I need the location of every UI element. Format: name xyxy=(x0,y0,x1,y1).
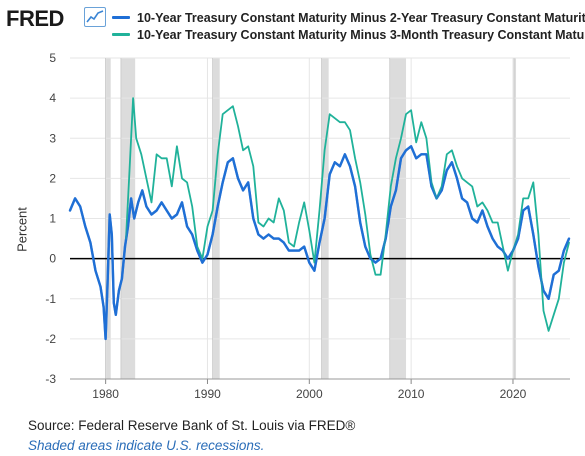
legend-swatch-series1 xyxy=(112,16,130,19)
x-tick-label-2: 2000 xyxy=(296,387,323,401)
y-tick-label-1: -2 xyxy=(45,332,56,346)
x-tick-label-3: 2010 xyxy=(398,387,425,401)
legend: 10-Year Treasury Constant Maturity Minus… xyxy=(112,9,585,43)
legend-label-series2: 10-Year Treasury Constant Maturity Minus… xyxy=(137,27,585,42)
y-tick-label-6: 3 xyxy=(49,131,56,145)
fred-logo[interactable]: FRED xyxy=(6,6,64,31)
legend-item-series1[interactable]: 10-Year Treasury Constant Maturity Minus… xyxy=(112,9,585,26)
chart-header: FRED 10-Year Treasury Constant Maturity … xyxy=(0,0,585,44)
y-tick-label-3: 0 xyxy=(49,252,56,266)
x-tick-label-4: 2020 xyxy=(500,387,527,401)
y-tick-label-5: 2 xyxy=(49,171,56,185)
series-line-1-overlay xyxy=(68,145,571,341)
line-chart-icon xyxy=(84,7,106,27)
series-line-2 xyxy=(125,97,570,332)
y-tick-label-2: -1 xyxy=(45,292,56,306)
y-tick-label-7: 4 xyxy=(49,91,56,105)
legend-label-series1: 10-Year Treasury Constant Maturity Minus… xyxy=(137,10,585,25)
legend-item-series2[interactable]: 10-Year Treasury Constant Maturity Minus… xyxy=(112,26,585,43)
y-tick-label-0: -3 xyxy=(45,372,56,386)
x-tick-label-1: 1990 xyxy=(194,387,221,401)
source-text: Source: Federal Reserve Bank of St. Loui… xyxy=(28,418,356,433)
x-tick-label-0: 1980 xyxy=(92,387,119,401)
y-tick-label-8: 5 xyxy=(49,51,56,65)
recession-note[interactable]: Shaded areas indicate U.S. recessions. xyxy=(28,438,265,453)
legend-swatch-series2 xyxy=(112,33,130,36)
y-tick-label-4: 1 xyxy=(49,212,56,226)
